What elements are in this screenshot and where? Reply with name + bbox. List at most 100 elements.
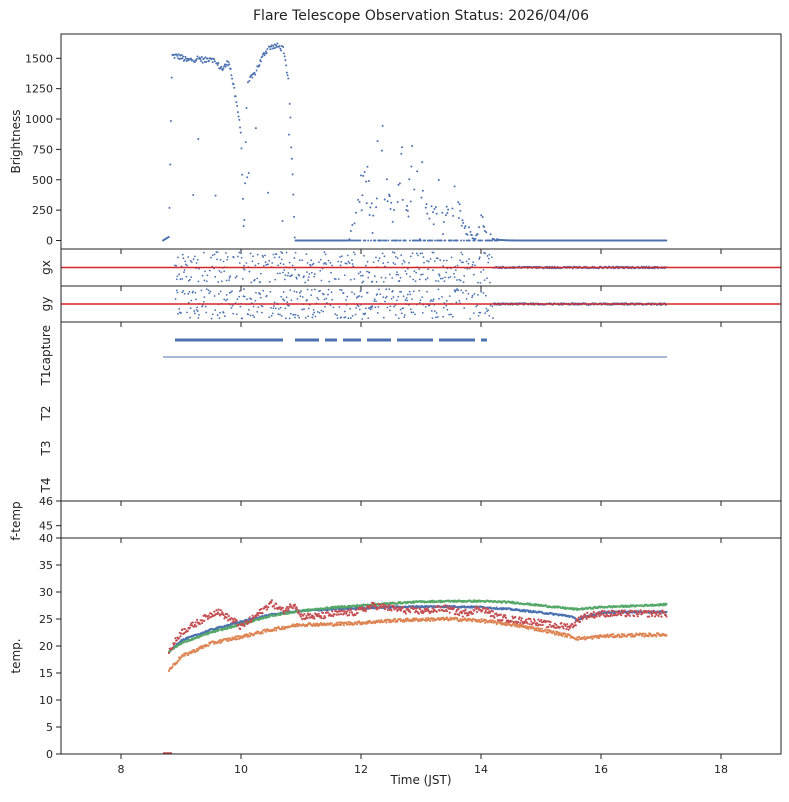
gx-point <box>486 255 489 257</box>
temp-point <box>180 632 183 635</box>
gx-point <box>291 274 293 276</box>
gx-point <box>189 260 192 262</box>
brightness-point <box>480 239 483 242</box>
temp-point <box>320 622 323 625</box>
temp-point <box>516 625 519 628</box>
gx-point <box>478 258 481 260</box>
gy-point <box>467 292 470 295</box>
brightness-point <box>246 81 249 84</box>
gx-point <box>352 251 355 254</box>
gy-point <box>306 288 309 291</box>
gy-point <box>405 297 408 299</box>
gy-point <box>210 317 213 320</box>
gx-point <box>432 251 435 254</box>
gx-point <box>339 256 341 258</box>
gy-point <box>205 311 208 314</box>
gx-point <box>187 256 190 258</box>
temp-point <box>660 615 663 618</box>
brightness-point <box>429 239 432 242</box>
temp-point <box>560 632 563 635</box>
gy-point <box>188 291 191 293</box>
brightness-point <box>460 224 463 227</box>
temp-point <box>281 625 284 628</box>
temp-point <box>499 613 503 616</box>
brightness-point <box>360 209 363 212</box>
temp-point <box>186 630 189 633</box>
brightness-point <box>351 224 354 227</box>
gy-point <box>293 290 296 293</box>
temp-point <box>547 625 550 628</box>
brightness-point <box>238 118 241 121</box>
gx-point <box>267 263 269 266</box>
brightness-point <box>353 222 356 225</box>
gy-point <box>261 305 264 308</box>
brightness-point <box>232 83 235 86</box>
gx-point <box>445 259 448 262</box>
gx-point <box>337 278 340 280</box>
temp-point <box>219 614 222 617</box>
gy-point <box>182 290 185 292</box>
gy-point <box>273 301 276 304</box>
brightness-point <box>196 55 199 58</box>
brightness-point <box>180 57 182 60</box>
gy-point <box>492 317 494 319</box>
gx-point <box>388 273 391 276</box>
gx-point <box>307 279 310 281</box>
temp-point <box>496 618 500 622</box>
gx-point <box>177 256 179 259</box>
gx-point <box>253 278 256 281</box>
gx-point <box>453 276 456 279</box>
gy-point <box>254 299 257 302</box>
brightness-point <box>473 239 476 242</box>
temp-point <box>549 620 552 624</box>
gy-point <box>382 296 385 299</box>
temp-point <box>382 603 385 606</box>
brightness-point <box>489 233 492 236</box>
gx-point <box>262 265 265 267</box>
brightness-point <box>274 46 277 49</box>
gy-point <box>317 298 320 301</box>
temp-point <box>655 613 658 616</box>
gx-point <box>264 261 267 264</box>
gx-point <box>240 252 242 255</box>
gx-point <box>362 280 365 283</box>
temp-point <box>216 611 220 614</box>
temp-point <box>404 610 407 613</box>
temp-point <box>236 637 239 641</box>
brightness-point <box>380 239 383 242</box>
gy-point <box>312 308 315 311</box>
temp-point <box>319 615 323 618</box>
brightness-point <box>200 55 203 58</box>
gy-point <box>378 288 380 291</box>
brightness-point <box>246 176 249 179</box>
brightness-point <box>376 140 379 143</box>
gy-point <box>448 313 451 316</box>
brightness-point <box>354 239 357 242</box>
temp-point <box>564 624 567 628</box>
brightness-point <box>413 188 416 191</box>
temp-point <box>261 612 264 615</box>
gy-point <box>300 290 302 293</box>
brightness-frame <box>60 33 782 250</box>
temp-point <box>185 652 189 655</box>
brightness-point <box>371 231 374 234</box>
gx-point <box>419 252 422 255</box>
temp-point <box>460 611 464 615</box>
temp-point <box>419 608 422 611</box>
brightness-point <box>462 221 465 224</box>
gy-point <box>295 291 298 294</box>
temp-point <box>183 627 186 631</box>
temp-point <box>621 611 624 615</box>
gx-point <box>415 271 418 274</box>
gy-point <box>477 293 479 296</box>
gx-point <box>226 258 229 261</box>
temp-point <box>651 614 654 617</box>
temp-point <box>345 610 348 613</box>
gx-point <box>323 251 326 254</box>
temp-point <box>525 618 528 621</box>
gy-point <box>472 312 475 314</box>
y-tick-label: 0 <box>46 748 53 761</box>
gy-point <box>207 289 210 292</box>
temp-point <box>665 615 668 618</box>
temp-point <box>562 627 565 630</box>
